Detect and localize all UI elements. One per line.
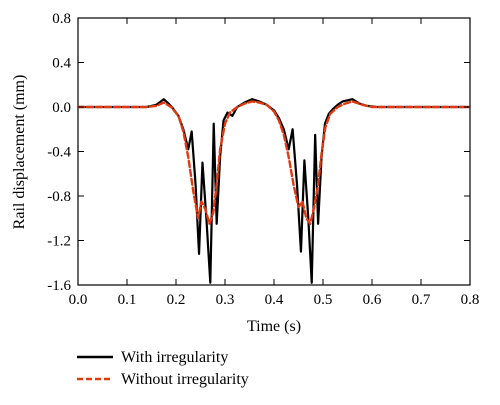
y-tick-label: 0.0 (52, 100, 71, 116)
y-axis: 0.8 0.4 0.0 -0.4 -0.8 -1.2 -1.6 (47, 11, 470, 294)
x-tick-label: 0.5 (314, 292, 333, 308)
plot-frame (77, 17, 471, 286)
x-axis-title: Time (s) (247, 318, 301, 335)
y-axis-title: Rail displacement (mm) (11, 75, 28, 230)
y-tick-label: -0.4 (47, 145, 71, 161)
legend-label: Without irregularity (121, 371, 249, 388)
y-tick-label: -1.2 (47, 234, 71, 250)
y-tick-label: 0.4 (52, 56, 71, 72)
legend-label: With irregularity (121, 349, 228, 366)
series-line-with-irregularity (78, 98, 470, 284)
x-tick-label: 0.8 (461, 292, 480, 308)
y-tick-label: -0.8 (47, 189, 71, 205)
x-tick-label: 0.3 (216, 292, 235, 308)
x-tick-label: 0.6 (363, 292, 382, 308)
x-tick-label: 0.0 (69, 292, 88, 308)
x-tick-label: 0.1 (118, 292, 137, 308)
legend: With irregularity Without irregularity (77, 349, 249, 388)
series-layer (78, 98, 470, 284)
x-tick-label: 0.7 (412, 292, 431, 308)
y-tick-label: 0.8 (52, 11, 71, 27)
x-axis: 0.0 0.1 0.2 0.3 0.4 0.5 0.6 0.7 0.8 (69, 18, 480, 308)
y-tick-label: -1.6 (47, 278, 71, 294)
x-tick-label: 0.4 (265, 292, 284, 308)
x-tick-label: 0.2 (167, 292, 186, 308)
series-line-without-irregularity (78, 100, 470, 226)
